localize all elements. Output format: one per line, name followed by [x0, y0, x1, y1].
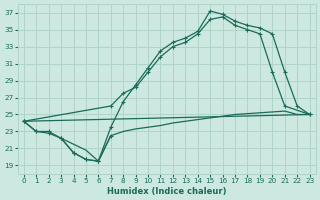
X-axis label: Humidex (Indice chaleur): Humidex (Indice chaleur)	[107, 187, 227, 196]
